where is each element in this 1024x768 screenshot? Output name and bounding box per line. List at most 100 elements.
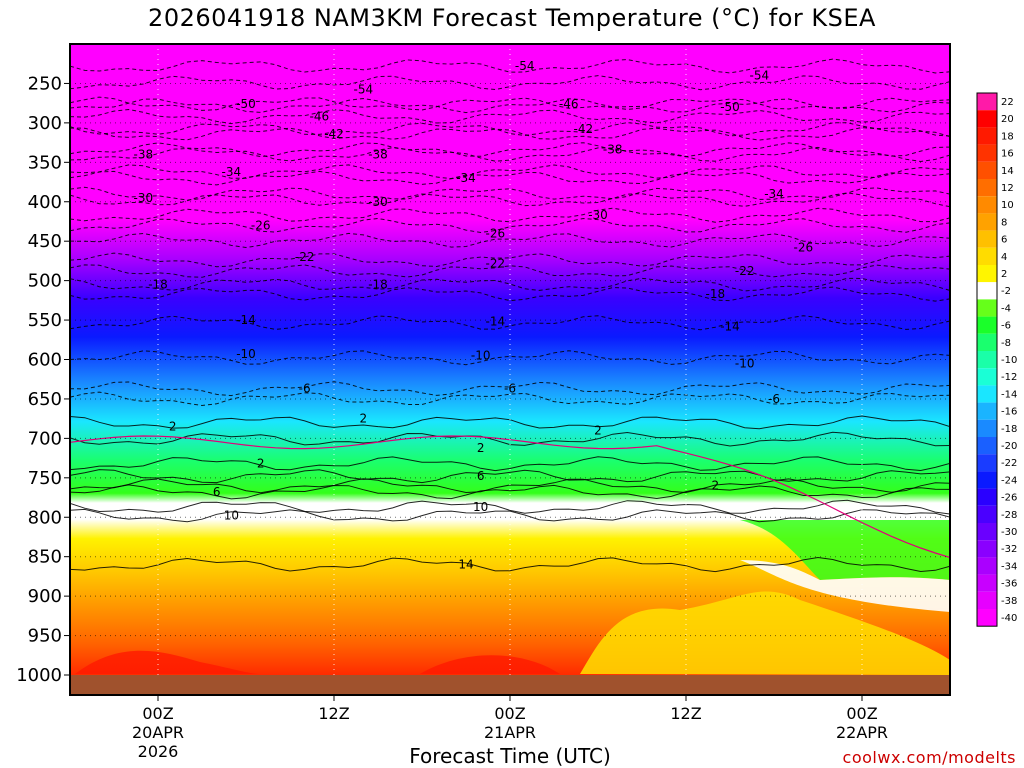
colorbar-label: 8 <box>1001 217 1007 228</box>
isotherm--34 <box>70 186 950 201</box>
x-tick-label: 20APR <box>132 723 184 742</box>
y-tick-label: 650 <box>28 389 62 410</box>
cold-intrusion-green <box>740 520 950 580</box>
contour-label: 6 <box>477 469 485 483</box>
contour-label: -38 <box>368 147 388 161</box>
isotherm-10 <box>70 499 950 515</box>
isotherm--34 <box>70 164 950 180</box>
y-tick-label: 700 <box>28 428 62 449</box>
isotherm--54 <box>70 58 950 74</box>
contour-label: -50 <box>236 97 256 111</box>
colorbar-swatch <box>977 351 997 369</box>
contour-label: 2 <box>360 412 368 426</box>
contour-label: -30 <box>134 191 154 205</box>
contour-label: -54 <box>515 59 535 73</box>
isotherm--6 <box>70 381 950 397</box>
isotherm-10 <box>70 508 950 523</box>
colorbar-swatch <box>977 144 997 162</box>
contour-label: 2 <box>712 479 720 493</box>
contour-label: 2 <box>594 423 602 437</box>
y-tick-label: 250 <box>28 73 62 94</box>
colorbar-swatch <box>977 557 997 575</box>
colorbar-swatch <box>977 471 997 489</box>
colorbar-label: -6 <box>1001 321 1011 332</box>
isotherm-14 <box>70 556 950 573</box>
colorbar-label: 6 <box>1001 235 1007 246</box>
colorbar-swatch <box>977 196 997 214</box>
contour-label: 2 <box>477 441 485 455</box>
colorbar-swatch <box>977 454 997 472</box>
contour-label: -42 <box>324 127 344 141</box>
colorbar-label: -14 <box>1001 389 1017 400</box>
colorbar-swatch <box>977 385 997 403</box>
contour-label: 10 <box>224 509 239 523</box>
colorbar-frame <box>976 92 998 627</box>
colorbar-swatch <box>977 609 997 627</box>
contour-label: -46 <box>559 97 579 111</box>
isotherm--6 <box>70 391 950 407</box>
contour-label: -18 <box>706 287 726 301</box>
y-tick-label: 900 <box>28 586 62 607</box>
contour-label: -30 <box>368 195 388 209</box>
colorbar-swatch <box>977 505 997 523</box>
y-tick-label: 550 <box>28 310 62 331</box>
colorbar-label: -20 <box>1001 441 1017 452</box>
isotherm--46 <box>70 108 950 125</box>
isotherm--22 <box>70 252 950 268</box>
isotherm--38 <box>70 146 950 163</box>
colorbar-label: 16 <box>1001 149 1014 160</box>
colorbar-swatch <box>977 523 997 541</box>
colorbar-label: -2 <box>1001 286 1011 297</box>
y-tick-label: 400 <box>28 192 62 213</box>
colorbar-label: 14 <box>1001 166 1014 177</box>
y-tick-label: 450 <box>28 231 62 252</box>
colorbar-swatch <box>977 333 997 351</box>
contour-label: -6 <box>299 382 311 396</box>
colorbar-swatch <box>977 437 997 455</box>
contour-label: -10 <box>471 349 491 363</box>
contour-label: -54 <box>750 69 770 83</box>
colorbar-label: -8 <box>1001 338 1011 349</box>
colorbar-swatch <box>977 540 997 558</box>
colorbar-swatch <box>977 161 997 179</box>
colorbar-label: -10 <box>1001 355 1017 366</box>
credit-link[interactable]: coolwx.com/modelts <box>842 748 1016 767</box>
contour-label: -22 <box>486 256 506 270</box>
isotherm-lines <box>70 58 950 573</box>
colorbar-swatch <box>977 488 997 506</box>
contour-label: -26 <box>486 226 506 240</box>
colorbar-swatch <box>977 230 997 248</box>
colorbar-label: -28 <box>1001 510 1017 521</box>
colorbar-label: 4 <box>1001 252 1007 263</box>
contour-label: 6 <box>213 485 221 499</box>
isotherm--50 <box>70 97 950 114</box>
colorbar-label: 10 <box>1001 200 1014 211</box>
y-tick-label: 300 <box>28 113 62 134</box>
contour-label: -6 <box>768 392 780 406</box>
colorbar-label: -26 <box>1001 493 1017 504</box>
colorbar-swatch <box>977 247 997 265</box>
colorbar-swatch <box>977 213 997 231</box>
colorbar-label: 20 <box>1001 114 1014 125</box>
contour-label: -14 <box>720 319 740 333</box>
contour-label: -54 <box>354 83 374 97</box>
isotherm--10 <box>70 350 950 366</box>
colorbar: 22 20 18 16 14 12 10 8 6 4 2 -2 -4 -6 -8 -10 -12 -14 -16 -1… <box>976 92 1017 627</box>
colorbar-label: -12 <box>1001 372 1017 383</box>
contour-label: -10 <box>735 356 755 370</box>
chart-title: 2026041918 NAM3KM Forecast Temperature (… <box>148 4 876 32</box>
y-tick-label: 750 <box>28 468 62 489</box>
colorbar-label: -4 <box>1001 303 1011 314</box>
contour-labels: -54 -54 -54 -50 -50 -46 -46 -42 -42 -38 -38 -38 -34 -… <box>134 59 814 571</box>
contour-label: -38 <box>603 143 623 157</box>
contour-label: -34 <box>222 165 242 179</box>
isotherm-6 <box>70 469 950 484</box>
y-tick-label: 600 <box>28 350 62 371</box>
isotherm--42 <box>70 122 950 137</box>
colorbar-label: 2 <box>1001 269 1007 280</box>
isotherm--26 <box>70 232 950 249</box>
colorbar-label: -16 <box>1001 407 1017 418</box>
contour-label: -6 <box>504 382 516 396</box>
isotherm--54 <box>70 75 950 91</box>
isotherm--14 <box>70 315 950 331</box>
